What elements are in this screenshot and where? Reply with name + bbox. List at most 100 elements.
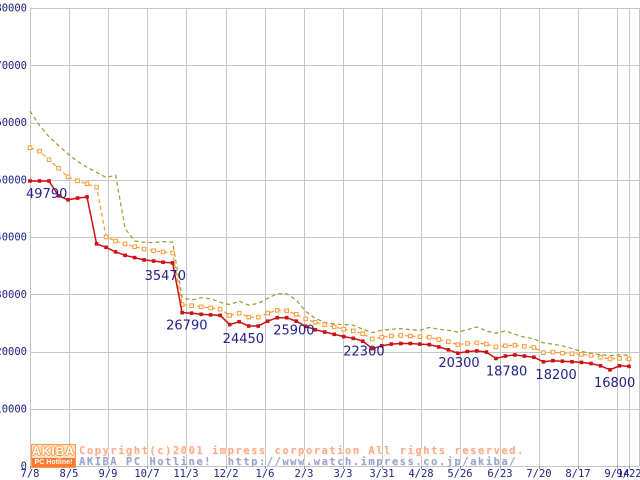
data-point-marker: [541, 350, 546, 355]
data-point-marker: [293, 311, 299, 317]
series-line-middle-price-orange-dashed: [29, 147, 630, 360]
data-point-marker: [436, 337, 442, 342]
data-point-marker: [579, 352, 584, 357]
data-point-marker: [56, 166, 61, 171]
data-point-marker: [399, 341, 403, 346]
data-point-marker: [189, 311, 194, 315]
data-point-marker: [627, 364, 631, 369]
data-point-marker: [227, 322, 232, 327]
series-line-upper-price-olive-dashed: [29, 110, 630, 357]
data-point-marker: [522, 354, 527, 358]
y-tick-label: 50000: [0, 174, 27, 186]
x-tick-label: 11/3: [173, 468, 198, 480]
data-point-marker: [369, 336, 375, 342]
data-point-marker: [122, 241, 128, 247]
price-label: 26790: [166, 319, 207, 334]
data-point-marker: [104, 245, 108, 250]
price-label: 22300: [343, 344, 384, 359]
data-point-marker: [550, 349, 556, 355]
data-point-marker: [484, 350, 489, 354]
y-tick-label: 60000: [0, 117, 27, 129]
data-point-marker: [132, 255, 137, 260]
data-point-marker: [360, 331, 366, 337]
data-point-marker: [427, 342, 432, 347]
price-label: 20300: [438, 356, 479, 371]
data-point-marker: [37, 179, 42, 183]
y-tick-label: 70000: [0, 60, 27, 72]
data-point-marker: [170, 250, 175, 256]
x-tick-marks: [30, 466, 630, 469]
data-point-marker: [151, 248, 156, 254]
data-point-marker: [331, 324, 337, 330]
data-point-marker: [94, 184, 99, 190]
data-point-marker: [560, 359, 565, 364]
price-label: 35470: [145, 269, 186, 284]
data-point-marker: [322, 322, 328, 327]
series-line-lowest-price-red-solid: [30, 180, 630, 371]
data-point-marker: [151, 259, 156, 263]
data-point-marker: [322, 330, 327, 334]
data-point-marker: [617, 356, 622, 361]
data-point-marker: [141, 246, 147, 252]
x-tick-label: 3/31: [369, 468, 394, 480]
data-point-marker: [370, 346, 375, 351]
data-point-marker: [113, 250, 118, 254]
data-point-marker: [408, 333, 413, 339]
data-point-marker: [607, 356, 613, 362]
data-point-marker: [617, 364, 622, 368]
data-point-marker: [446, 347, 451, 352]
data-point-marker: [255, 314, 261, 320]
data-point-marker: [512, 342, 518, 348]
data-point-marker: [417, 334, 423, 339]
data-point-marker: [503, 354, 508, 358]
data-point-marker: [446, 339, 451, 345]
data-point-marker: [541, 360, 546, 364]
y-tick-label: 80000: [0, 3, 27, 15]
price-label: 16800: [594, 376, 635, 391]
price-annotations: 49790 35470 26790 24450 25900 22300 20300 18780…: [26, 187, 635, 391]
data-point-marker: [579, 360, 584, 365]
price-label: 24450: [223, 332, 264, 347]
data-point-marker: [312, 320, 318, 325]
data-point-marker: [170, 261, 175, 265]
x-tick-label: 4/28: [408, 468, 433, 480]
x-tick-label: 9/22: [616, 468, 640, 480]
data-point-marker: [94, 242, 99, 246]
data-point-marker: [246, 324, 251, 328]
data-point-marker: [113, 238, 118, 244]
y-tick-label: 40000: [0, 232, 27, 244]
x-tick-label: 9/14: [604, 468, 629, 480]
x-tick-label: 6/23: [487, 468, 512, 480]
x-tick-label: 10/7: [134, 468, 159, 480]
data-point-marker: [132, 244, 137, 250]
data-point-marker: [46, 157, 52, 163]
data-point-marker: [560, 350, 565, 356]
data-point-marker: [198, 304, 204, 310]
x-tick-label: 7/20: [526, 468, 551, 480]
data-point-marker: [37, 148, 42, 154]
data-point-marker: [28, 179, 32, 183]
data-point-marker: [569, 351, 575, 357]
data-point-marker: [180, 310, 184, 315]
data-point-marker: [551, 358, 555, 363]
data-point-marker: [265, 319, 270, 323]
data-point-marker: [218, 313, 222, 318]
data-point-marker: [588, 353, 594, 358]
data-point-marker: [608, 368, 612, 372]
data-point-marker: [284, 308, 290, 314]
data-point-marker: [626, 356, 632, 362]
data-point-marker: [493, 344, 499, 350]
data-point-marker: [379, 343, 384, 348]
data-point-marker: [465, 349, 470, 354]
data-point-marker: [360, 339, 365, 343]
data-point-marker: [351, 336, 356, 341]
data-point-marker: [474, 340, 480, 346]
y-tick-label: 30000: [0, 289, 27, 301]
data-point-marker: [208, 305, 213, 311]
data-point-marker: [313, 327, 318, 332]
x-tick-label: 5/26: [447, 468, 472, 480]
data-point-marker: [303, 324, 308, 329]
data-point-marker: [465, 341, 470, 346]
